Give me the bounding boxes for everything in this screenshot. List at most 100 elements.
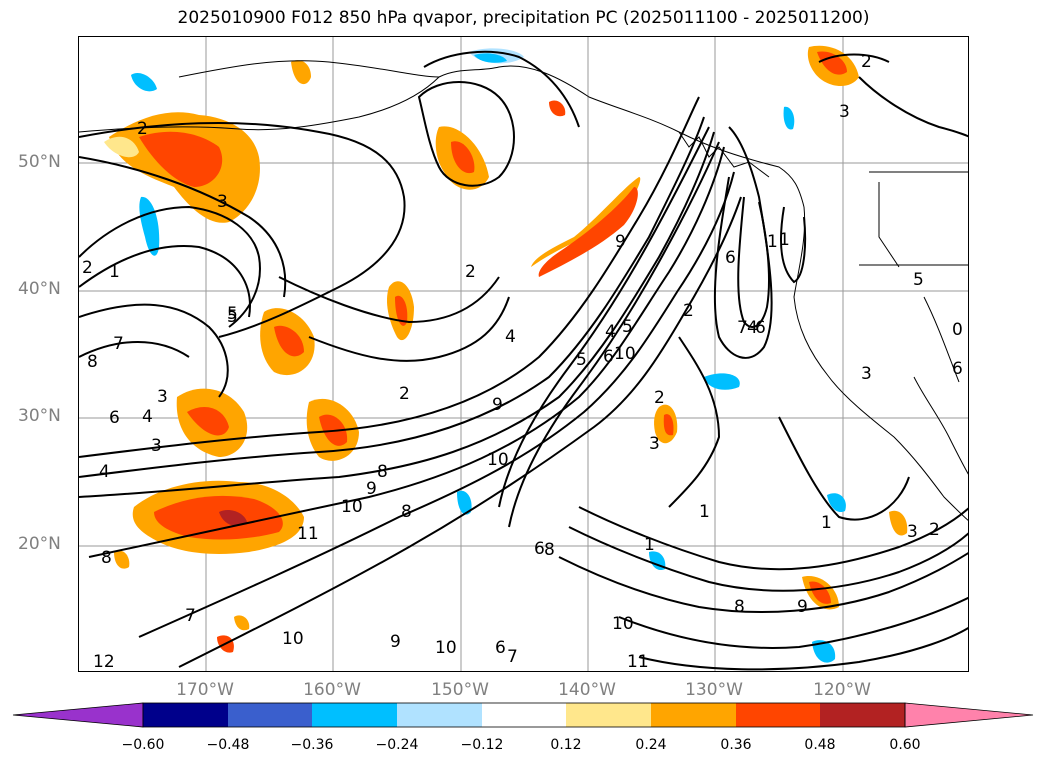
colorbar-tick-label: 0.12 [550, 737, 582, 753]
contour-label: 4 [142, 407, 153, 427]
contour-label: 3 [217, 192, 228, 212]
contour-label: 5 [227, 304, 238, 324]
contour-label: 5 [576, 350, 587, 370]
contour-label: 6 [109, 408, 120, 428]
colorbar-tick-label: 0.36 [720, 737, 752, 753]
contour-label: 11 [627, 652, 649, 672]
contour-label: 4 [605, 322, 616, 342]
contour-label: 0 [952, 320, 963, 340]
map-title: 2025010900 F012 850 hPa qvapor, precipit… [177, 8, 870, 28]
lon-label-170w: 170°W [176, 680, 234, 700]
contour-label: 1 [767, 232, 778, 252]
colorbar-extend-low [12, 702, 144, 728]
colorbar-tick-label: −0.60 [121, 737, 165, 753]
contour-label: 10 [487, 450, 509, 470]
colorbar-segment [736, 703, 820, 727]
contour-label: 6 [495, 638, 506, 658]
contour-label: 8 [87, 352, 98, 372]
lon-label-160w: 160°W [303, 680, 361, 700]
contour-label: 5 [227, 307, 238, 327]
lon-label-150w: 150°W [431, 680, 489, 700]
contour-label: 9 [390, 632, 401, 652]
colorbar [12, 702, 1034, 728]
contour-label: 10 [614, 344, 636, 364]
contour-label: 3 [157, 387, 168, 407]
lat-label-40n: 40°N [18, 279, 61, 299]
lon-label-130w: 130°W [685, 680, 743, 700]
contour-label: 2 [683, 301, 694, 321]
contour-label: 5 [622, 317, 633, 337]
contour-label: 1 [821, 513, 832, 533]
contour-label: 2 [465, 262, 476, 282]
contour-label: 6 [755, 318, 766, 338]
colorbar-tick-label: −0.12 [460, 737, 504, 753]
colorbar-segment [312, 703, 397, 727]
contour-label: 2 [654, 388, 665, 408]
contour-label: 5 [913, 270, 924, 290]
lat-label-30n: 30°N [18, 406, 61, 426]
contour-label: 10 [341, 497, 363, 517]
contour-label-group: 2 2 3 2 1 5 7 6 4 3 4 8 9 10 11 5 10 8 2… [82, 52, 963, 672]
contour-label: 4 [505, 327, 516, 347]
contour-label: 7 [507, 647, 518, 667]
colorbar-tick-label: −0.36 [290, 737, 334, 753]
contour-label: 3 [839, 102, 850, 122]
contour-label: 3 [649, 434, 660, 454]
colorbar-tick-label: −0.24 [375, 737, 419, 753]
contour-label: 8 [401, 502, 412, 522]
contour-label: 9 [797, 597, 808, 617]
colorbar-extend-high [904, 702, 1034, 728]
colorbar-outline [142, 702, 906, 728]
contour-label: 10 [435, 638, 457, 658]
contour-label: 11 [297, 524, 319, 544]
contour-label: 4 [99, 462, 110, 482]
contour-label: 6 [534, 539, 545, 559]
colorbar-segment [566, 703, 651, 727]
lon-label-140w: 140°W [558, 680, 616, 700]
contour-label: 1 [109, 262, 120, 282]
contour-label: 3 [907, 522, 918, 542]
colorbar-segment [820, 703, 905, 727]
contour-label: 2 [137, 119, 148, 139]
contour-label: 9 [492, 395, 503, 415]
colorbar-segment [482, 703, 566, 727]
map-canvas: 2 2 3 2 1 5 7 6 4 3 4 8 9 10 11 5 10 8 2… [79, 37, 968, 672]
contour-label: 1 [644, 535, 655, 555]
lon-label-120w: 120°W [813, 680, 871, 700]
colorbar-tick-label: −0.48 [206, 737, 250, 753]
contour-label: 9 [366, 479, 377, 499]
contour-label: 9 [615, 232, 626, 252]
contour-label: 8 [377, 462, 388, 482]
precip-shading [104, 45, 908, 663]
contour-label: 10 [612, 614, 634, 634]
contour-label: 7 [113, 334, 124, 354]
contour-label: 3 [151, 436, 162, 456]
colorbar-segment [228, 703, 312, 727]
contour-label: 6 [603, 347, 614, 367]
colorbar-tick-label: 0.48 [804, 737, 836, 753]
colorbar-segments [12, 702, 1034, 728]
contour-label: 8 [101, 548, 112, 568]
contour-lines [79, 50, 968, 671]
contour-label: 1 [699, 502, 710, 522]
contour-label: 2 [861, 52, 872, 72]
contour-label: 10 [282, 629, 304, 649]
contour-label: 2 [82, 258, 93, 278]
colorbar-tick-label: 0.60 [889, 737, 921, 753]
contour-label: 3 [861, 364, 872, 384]
contour-label: 1 [779, 230, 790, 250]
contour-label: 7 [737, 318, 748, 338]
contour-label: 6 [725, 248, 736, 268]
contour-label: 8 [734, 597, 745, 617]
contour-label: 2 [929, 520, 940, 540]
lat-label-20n: 20°N [18, 534, 61, 554]
contour-label: 12 [93, 652, 115, 672]
map-plot-area: 2 2 3 2 1 5 7 6 4 3 4 8 9 10 11 5 10 8 2… [78, 36, 969, 672]
lat-label-50n: 50°N [18, 152, 61, 172]
contour-label: 2 [399, 384, 410, 404]
colorbar-tick-label: 0.24 [635, 737, 667, 753]
contour-label: 8 [544, 540, 555, 560]
contour-label: 6 [952, 359, 963, 379]
colorbar-segment [143, 703, 228, 727]
contour-label: 7 [185, 606, 196, 626]
